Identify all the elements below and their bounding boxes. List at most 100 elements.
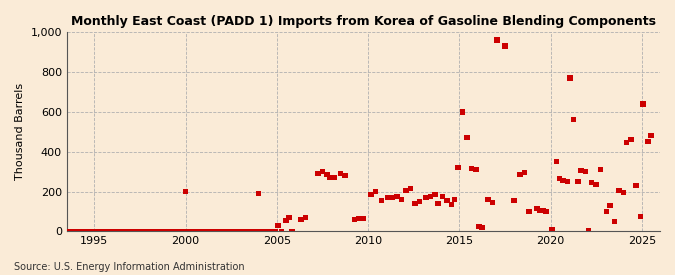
Point bbox=[157, 229, 168, 233]
Point bbox=[400, 188, 411, 193]
Point bbox=[441, 198, 452, 203]
Point bbox=[134, 229, 145, 233]
Point bbox=[161, 229, 171, 233]
Y-axis label: Thousand Barrels: Thousand Barrels bbox=[15, 83, 25, 180]
Point bbox=[145, 229, 156, 233]
Point bbox=[244, 229, 254, 233]
Point bbox=[366, 192, 377, 197]
Point bbox=[286, 229, 297, 233]
Point bbox=[179, 229, 190, 233]
Point bbox=[437, 194, 448, 199]
Point bbox=[77, 229, 88, 233]
Point bbox=[433, 201, 443, 206]
Point bbox=[75, 229, 86, 233]
Point bbox=[483, 197, 493, 202]
Point bbox=[111, 229, 122, 233]
Point bbox=[151, 229, 162, 233]
Point bbox=[252, 229, 263, 233]
Point bbox=[230, 229, 241, 233]
Point bbox=[452, 165, 463, 170]
Point bbox=[258, 229, 269, 233]
Point bbox=[116, 229, 127, 233]
Point bbox=[89, 229, 100, 233]
Point bbox=[609, 219, 620, 224]
Point bbox=[176, 229, 186, 233]
Point bbox=[235, 229, 246, 233]
Point bbox=[234, 229, 244, 233]
Point bbox=[86, 229, 97, 233]
Point bbox=[90, 229, 101, 233]
Point bbox=[325, 175, 335, 180]
Point bbox=[264, 229, 275, 233]
Point bbox=[267, 229, 277, 233]
Point bbox=[165, 229, 176, 233]
Point bbox=[55, 229, 66, 233]
Point bbox=[414, 199, 425, 204]
Point bbox=[223, 229, 234, 233]
Point bbox=[198, 229, 209, 233]
Point bbox=[340, 173, 350, 178]
Point bbox=[53, 229, 63, 233]
Point bbox=[211, 229, 221, 233]
Point bbox=[60, 229, 71, 233]
Point bbox=[133, 229, 144, 233]
Point bbox=[421, 195, 431, 200]
Point bbox=[84, 229, 95, 233]
Point bbox=[54, 229, 65, 233]
Point bbox=[191, 229, 202, 233]
Point bbox=[253, 191, 264, 196]
Point bbox=[446, 202, 457, 207]
Point bbox=[576, 168, 587, 173]
Point bbox=[195, 229, 206, 233]
Point bbox=[122, 229, 133, 233]
Point bbox=[225, 229, 236, 233]
Point bbox=[99, 229, 110, 233]
Point bbox=[150, 229, 161, 233]
Point bbox=[115, 229, 126, 233]
Point bbox=[265, 229, 276, 233]
Point bbox=[221, 229, 232, 233]
Point bbox=[153, 229, 163, 233]
Point bbox=[535, 208, 545, 213]
Point bbox=[477, 225, 487, 230]
Point bbox=[144, 229, 155, 233]
Point bbox=[321, 172, 332, 177]
Point bbox=[240, 229, 250, 233]
Point bbox=[142, 229, 153, 233]
Point bbox=[470, 167, 481, 172]
Point bbox=[124, 229, 135, 233]
Point bbox=[261, 229, 271, 233]
Point bbox=[156, 229, 167, 233]
Point bbox=[268, 229, 279, 233]
Point bbox=[248, 229, 259, 233]
Point bbox=[508, 198, 519, 203]
Point bbox=[113, 229, 124, 233]
Point bbox=[621, 141, 632, 145]
Point bbox=[174, 229, 185, 233]
Point bbox=[83, 229, 94, 233]
Point bbox=[358, 216, 369, 221]
Point bbox=[586, 180, 597, 185]
Point bbox=[618, 190, 629, 195]
Point bbox=[227, 229, 238, 233]
Point bbox=[205, 229, 215, 233]
Point bbox=[382, 195, 393, 200]
Point bbox=[487, 200, 498, 205]
Point bbox=[92, 229, 103, 233]
Point bbox=[220, 229, 231, 233]
Point bbox=[78, 229, 89, 233]
Point bbox=[107, 229, 118, 233]
Point bbox=[396, 197, 407, 202]
Point bbox=[547, 227, 558, 232]
Point bbox=[80, 229, 90, 233]
Point bbox=[462, 136, 472, 140]
Point bbox=[638, 101, 649, 106]
Point bbox=[206, 229, 217, 233]
Point bbox=[238, 229, 249, 233]
Point bbox=[329, 175, 340, 180]
Point bbox=[183, 229, 194, 233]
Point bbox=[583, 228, 594, 233]
Point bbox=[140, 229, 151, 233]
Point bbox=[317, 169, 328, 174]
Point bbox=[169, 229, 180, 233]
